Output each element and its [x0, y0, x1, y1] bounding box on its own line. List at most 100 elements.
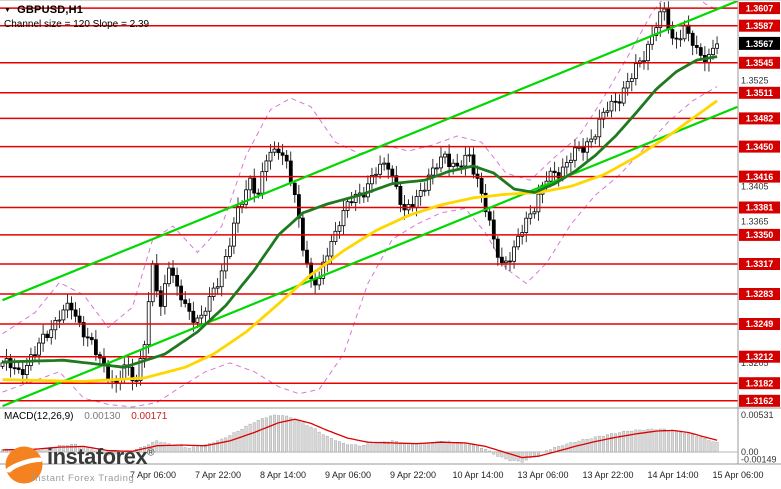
- macd-histogram-bar: [670, 430, 674, 453]
- candle-body: [215, 286, 220, 289]
- candle-body: [711, 47, 715, 55]
- macd-histogram-bar: [439, 441, 443, 453]
- macd-histogram-bar: [220, 438, 224, 453]
- macd-histogram-bar: [423, 443, 427, 453]
- macd-histogram-bar: [711, 441, 715, 453]
- candle-body: [130, 366, 135, 382]
- candle-body: [426, 174, 431, 191]
- macd-histogram-bar: [707, 440, 711, 453]
- candle-body: [24, 364, 29, 375]
- macd-histogram-bar: [431, 441, 435, 453]
- macd-histogram-bar: [90, 449, 94, 453]
- candle-body: [288, 160, 293, 184]
- macd-histogram-bar: [638, 429, 642, 453]
- macd-histogram-bar: [281, 415, 285, 453]
- candle-body: [508, 260, 512, 263]
- time-axis-label: 13 Apr 06:00: [517, 470, 568, 480]
- candle-body: [443, 153, 447, 158]
- instaforex-logo-icon: [5, 446, 43, 484]
- price-level-label: 1.3212: [746, 352, 774, 362]
- macd-histogram-bar: [329, 438, 333, 453]
- candle-body: [85, 336, 90, 339]
- candle-body: [272, 148, 277, 153]
- candle-body: [240, 203, 244, 208]
- candle-body: [365, 183, 370, 198]
- macd-histogram-bar: [650, 428, 654, 453]
- macd-histogram-bar: [622, 431, 626, 453]
- macd-histogram-bar: [224, 437, 228, 453]
- macd-histogram-bar: [264, 417, 268, 453]
- macd-histogram-bar: [476, 445, 479, 453]
- candle-body: [483, 192, 488, 213]
- candle-body: [374, 173, 378, 176]
- candle-body: [305, 249, 309, 264]
- macd-histogram-bar: [167, 443, 171, 453]
- macd-histogram-bar: [338, 441, 341, 453]
- macd-indicator-header: MACD(12,26,9) 0.00130 0.00171: [4, 411, 167, 422]
- candle-body: [564, 162, 569, 168]
- macd-histogram-bar: [561, 445, 565, 453]
- macd-histogram-bar: [577, 440, 581, 453]
- macd-histogram-bar: [524, 451, 528, 461]
- candle-body: [268, 151, 273, 162]
- macd-histogram-bar: [342, 443, 345, 453]
- price-level-box: [739, 19, 780, 32]
- price-level-box: [739, 318, 780, 330]
- macd-histogram-bar: [581, 439, 585, 453]
- price-level-label: 1.3450: [746, 142, 774, 152]
- candle-body: [227, 245, 232, 257]
- candle-body: [16, 367, 21, 370]
- macd-histogram-bar: [216, 440, 220, 453]
- candle-body: [394, 175, 399, 187]
- candle-body: [248, 177, 253, 191]
- candle-body: [57, 319, 62, 322]
- candle-body: [142, 344, 147, 360]
- candle-body: [593, 136, 598, 140]
- macd-histogram-bar: [528, 451, 532, 459]
- candle-body: [390, 168, 395, 177]
- macd-histogram-bar: [61, 445, 65, 453]
- macd-histogram-bar: [642, 430, 646, 453]
- candle-body: [333, 230, 338, 243]
- candle-body: [53, 319, 58, 331]
- macd-histogram-bar: [236, 431, 240, 453]
- candle-body: [430, 167, 435, 176]
- macd-histogram-bar: [606, 434, 609, 453]
- macd-histogram-bar: [658, 428, 662, 453]
- macd-histogram-bar: [203, 444, 207, 453]
- time-axis-label: 7 Apr 22:00: [195, 470, 241, 480]
- macd-histogram-bar: [610, 433, 613, 453]
- bollinger-lower-band: [2, 86, 718, 408]
- macd-histogram-bar: [699, 437, 703, 453]
- macd-histogram-bar: [208, 443, 212, 453]
- macd-histogram-bar: [443, 441, 447, 453]
- candle-body: [573, 147, 577, 161]
- candle-body: [670, 29, 675, 39]
- time-axis-label: 13 Apr 22:00: [582, 470, 633, 480]
- macd-histogram-bar: [228, 435, 232, 453]
- channel-info-label: Channel size = 120 Slope = 2.39: [4, 19, 150, 30]
- candle-body: [499, 256, 504, 264]
- macd-histogram-bar: [545, 450, 548, 453]
- macd-histogram-bar: [285, 415, 289, 453]
- time-axis-label: 7 Apr 06:00: [130, 470, 176, 480]
- macd-histogram-bar: [354, 444, 358, 453]
- macd-axis-max-label: 0.00531: [741, 410, 774, 420]
- macd-histogram-bar: [187, 447, 191, 453]
- macd-histogram-bar: [459, 442, 463, 453]
- macd-histogram-bar: [366, 443, 370, 453]
- macd-histogram-bar: [415, 444, 419, 453]
- symbol-dropdown-icon[interactable]: ▼: [4, 6, 12, 14]
- candle-body: [447, 153, 452, 168]
- macd-histogram-bar: [508, 451, 512, 462]
- macd-histogram-bar: [102, 451, 106, 454]
- price-level-box: [739, 288, 780, 300]
- price-level-label: 1.3545: [746, 58, 774, 68]
- current-price-label: 1.3567: [746, 39, 774, 49]
- candle-body: [662, 8, 667, 13]
- candle-body: [398, 185, 403, 205]
- macd-histogram-bar: [407, 443, 410, 453]
- macd-histogram-bar: [374, 443, 378, 453]
